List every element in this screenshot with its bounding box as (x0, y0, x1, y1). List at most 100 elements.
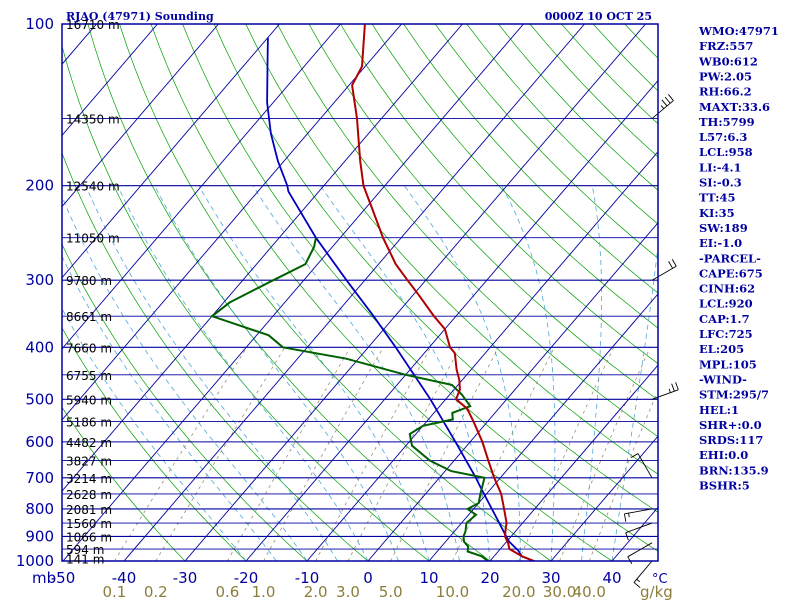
index-entry: RH:66.2 (699, 85, 752, 99)
temperature-tick-label: 30 (541, 569, 560, 587)
wind-barb-staff (627, 542, 653, 558)
wind-barb (633, 560, 653, 588)
height-level-label: 16710 m (66, 18, 120, 32)
height-level-label: 1560 m (66, 517, 112, 531)
index-entry: -PARCEL- (699, 251, 761, 265)
dry-adiabat (213, 24, 658, 513)
height-level-label: 3214 m (66, 472, 112, 486)
wind-barb-flag (675, 382, 679, 390)
index-entry: HEL:1 (699, 403, 739, 417)
temperature-tick-label: -10 (295, 569, 320, 587)
wind-barb-half-flag (660, 105, 665, 109)
height-level-label: 2081 m (66, 503, 112, 517)
wind-barb-staff (633, 560, 653, 583)
isotherm (62, 24, 402, 421)
isotherm (62, 24, 219, 208)
index-entry: LFC:725 (699, 327, 753, 341)
index-entry: LCL:958 (699, 145, 753, 159)
wind-barb-flag (667, 94, 674, 101)
index-entry: TT:45 (699, 191, 736, 205)
mixing-ratio-tick-label: 0.1 (102, 583, 126, 600)
isotherm (489, 364, 658, 561)
mixing-ratio-tick-label: 2.0 (304, 583, 328, 600)
pressure-tick-label: 300 (25, 271, 54, 289)
moist-adiabat (501, 185, 556, 561)
isotherm (428, 293, 658, 561)
height-level-label: 5940 m (66, 393, 112, 407)
wind-barb (651, 382, 679, 400)
wind-barb (623, 508, 653, 522)
index-entry: BRN:135.9 (699, 463, 769, 477)
index-entry: -WIND- (699, 372, 747, 386)
wind-barb (630, 453, 653, 479)
pressure-tick-label: 600 (25, 433, 54, 451)
mixing-ratio-tick-label: 20.0 (502, 583, 535, 600)
wind-barbs (623, 94, 679, 588)
mixing-ratio-tick-label: 1.0 (252, 583, 276, 600)
index-entry: CAP:1.7 (699, 312, 750, 326)
mixing-ratio-tick-label: 30.0 (543, 583, 576, 600)
background-lines (62, 24, 658, 561)
wind-barb (651, 94, 674, 119)
temperature-trace (351, 24, 535, 561)
wind-barb-half-flag (636, 578, 641, 583)
height-level-label: 141 m (66, 553, 104, 567)
temperature-tick-label: 0 (363, 569, 373, 587)
index-entry: SHR+:0.0 (699, 418, 762, 432)
isotherm (367, 222, 658, 561)
isotherm (306, 151, 658, 561)
wind-barb-half-flag (668, 388, 671, 393)
index-entry: KI:35 (699, 206, 735, 220)
index-entry: CAPE:675 (699, 266, 763, 280)
mixing-ratio-tick-label: 3.0 (336, 583, 360, 600)
height-level-label: 1066 m (66, 530, 112, 544)
index-entry: LI:-4.1 (699, 160, 742, 174)
height-level-label: 6755 m (66, 369, 112, 383)
height-level-label: 11050 m (66, 232, 120, 246)
height-level-label: 5186 m (66, 416, 112, 430)
temperature-tick-label: -50 (51, 569, 76, 587)
isotherm (62, 24, 280, 279)
height-level-label: 9780 m (66, 274, 112, 288)
height-level-label: 12540 m (66, 180, 120, 194)
pressure-tick-label: 500 (25, 390, 54, 408)
mixing-ratio-line (452, 347, 555, 561)
pressure-tick-label: 1000 (16, 552, 54, 570)
isotherm (245, 79, 658, 561)
dry-adiabat (150, 24, 613, 561)
height-level-label: 594 m (66, 543, 104, 557)
index-entry: CINH:62 (699, 282, 755, 296)
height-level-label: 3827 m (66, 455, 112, 469)
index-entry: SI:-0.3 (699, 176, 742, 190)
isotherm (62, 24, 158, 137)
temperature-tick-label: -40 (112, 569, 137, 587)
moist-adiabat (611, 242, 658, 561)
temperature-tick-label: -20 (234, 569, 259, 587)
wind-barb-staff (651, 100, 674, 119)
pressure-tick-label: 200 (25, 177, 54, 195)
wind-barb-flag (623, 513, 627, 522)
pressure-tick-label: 700 (25, 469, 54, 487)
profiles (209, 24, 535, 561)
mixing-ratio-line (155, 347, 286, 561)
pressure-tick-label: 900 (25, 527, 54, 545)
index-entry: BSHR:5 (699, 479, 750, 493)
mixing-ratio-line (347, 347, 461, 561)
moist-adiabat (62, 195, 308, 561)
moist-adiabat (85, 185, 338, 561)
isotherm (62, 24, 341, 350)
wind-barb-flag (625, 532, 629, 541)
height-level-label: 7660 m (66, 341, 112, 355)
wind-barb-flag (630, 453, 639, 458)
index-entry: MAXT:33.6 (699, 100, 770, 114)
mixing-ratio-line (263, 347, 384, 561)
isotherm (62, 24, 524, 561)
wind-barb-flag (661, 99, 668, 107)
isotherm (550, 435, 658, 561)
isotherm (123, 24, 585, 561)
index-entry: SRDS:117 (699, 433, 763, 447)
mixing-ratio-line (315, 347, 431, 561)
mixing-ratio-tick-label: 40.0 (573, 583, 606, 600)
index-entry: MPL:105 (699, 357, 757, 371)
